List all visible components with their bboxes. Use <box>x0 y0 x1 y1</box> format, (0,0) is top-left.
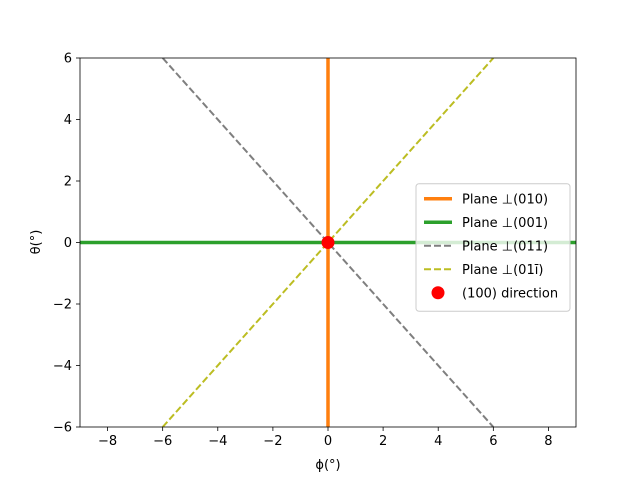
y-tick-label: −2 <box>53 298 72 313</box>
legend-label-1: Plane ⊥(001) <box>462 216 548 231</box>
points-layer <box>321 236 335 249</box>
series-line-2 <box>161 58 495 427</box>
legend-box <box>415 183 571 312</box>
x-tick-label: −8 <box>98 434 117 449</box>
legend-swatch-4 <box>431 286 445 300</box>
x-tick-label: 0 <box>324 434 332 449</box>
x-tick-label: −2 <box>263 434 282 449</box>
y-tick-label: 4 <box>64 113 72 128</box>
x-tick-label: 2 <box>379 434 387 449</box>
series-line-3 <box>161 58 495 427</box>
y-tick-label: −4 <box>53 359 72 374</box>
y-tick-label: 2 <box>64 175 72 190</box>
x-tick-label: 8 <box>544 434 552 449</box>
y-axis-label: θ(°) <box>29 230 44 255</box>
x-tick-label: 6 <box>489 434 497 449</box>
legend-label-2: Plane ⊥(011) <box>462 239 548 254</box>
x-tick-label: −6 <box>153 434 172 449</box>
y-tick-label: 6 <box>64 52 72 67</box>
y-tick-label: −6 <box>53 421 72 436</box>
legend: Plane ⊥(010) Plane ⊥(001) Plane ⊥(011) Plan… <box>415 183 571 312</box>
y-axis-ticks: −6 −4 −2 0 2 4 6 <box>53 52 80 436</box>
legend-label-4: (100) direction <box>462 286 558 301</box>
x-tick-label: 4 <box>434 434 442 449</box>
legend-label-3: Plane ⊥(01ī) <box>462 263 543 278</box>
legend-label-0: Plane ⊥(010) <box>462 192 548 207</box>
x-axis-label: ϕ(°) <box>315 458 340 473</box>
x-tick-label: −4 <box>208 434 227 449</box>
y-tick-label: 0 <box>64 236 72 251</box>
data-point-100-direction <box>321 236 335 249</box>
x-axis-ticks: −8 −6 −4 −2 0 2 4 6 8 <box>98 427 553 449</box>
